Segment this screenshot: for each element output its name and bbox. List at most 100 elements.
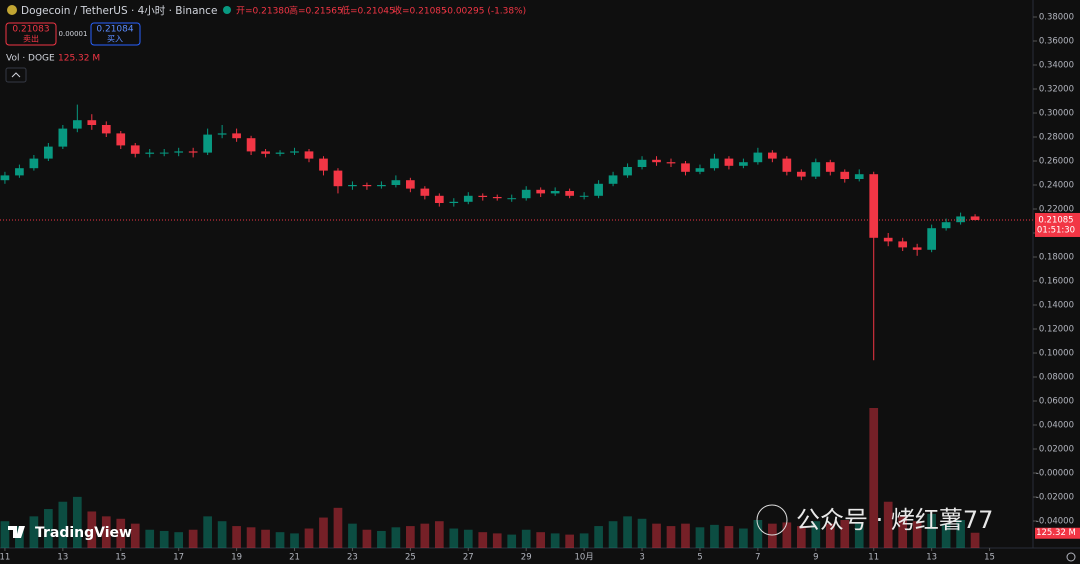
candle-body xyxy=(478,195,488,197)
y-tick-label: -0.02000 xyxy=(1036,493,1074,503)
volume-bar xyxy=(72,496,82,548)
high-value: 高=0.21565 xyxy=(289,5,343,17)
y-tick-label: -0.00000 xyxy=(1036,469,1074,479)
volume-bar xyxy=(608,521,618,548)
last-price-label: 0.21085 xyxy=(1038,215,1073,225)
volume-bar xyxy=(565,534,574,548)
sell-button[interactable] xyxy=(5,22,57,46)
x-tick-label: 11 xyxy=(0,553,10,563)
volume-bar xyxy=(44,509,53,548)
volume-bar xyxy=(348,523,357,548)
volume-bar xyxy=(449,528,459,548)
volume-bar xyxy=(319,517,328,548)
candle-body xyxy=(956,216,965,223)
candle-body xyxy=(970,216,980,220)
volume-bar xyxy=(970,532,980,548)
volume-bar xyxy=(174,532,184,548)
volume-bar xyxy=(261,529,270,548)
volume-bar xyxy=(739,528,748,548)
volume-label: Vol · DOGE xyxy=(6,54,55,64)
candle-body xyxy=(854,174,864,179)
candle-body xyxy=(188,151,198,153)
x-tick-label: 13 xyxy=(926,553,937,563)
y-tick-label: 0.24000 xyxy=(1039,181,1074,191)
volume-bar xyxy=(304,528,314,548)
candle-body xyxy=(608,175,618,184)
volume-bar xyxy=(478,532,488,548)
candle-body xyxy=(449,201,459,203)
candle-body xyxy=(377,185,386,187)
candle-body xyxy=(290,151,299,153)
sell-label: 卖出 xyxy=(23,34,39,44)
tv-brand: TradingView xyxy=(35,525,132,541)
candle-body xyxy=(261,151,270,154)
candle-body xyxy=(348,185,357,187)
candle-body xyxy=(912,247,922,250)
sell-price: 0.21083 xyxy=(12,25,49,35)
candle-body xyxy=(507,198,517,200)
volume-bar xyxy=(29,516,39,548)
candle-body xyxy=(275,152,285,154)
volume-bar xyxy=(811,521,821,548)
settings-icon[interactable] xyxy=(1066,552,1076,562)
volume-bar xyxy=(854,522,864,548)
volume-bar xyxy=(681,523,690,548)
volume-bar xyxy=(188,529,198,548)
candle-body xyxy=(0,175,10,181)
candle-body xyxy=(594,183,603,196)
x-tick-label: 15 xyxy=(115,553,126,563)
last-volume-label: 125.32 M xyxy=(1036,528,1076,538)
x-tick-label: 7 xyxy=(755,553,760,563)
y-tick-label: 0.16000 xyxy=(1039,277,1074,287)
x-tick-label: 9 xyxy=(813,553,818,563)
candle-body xyxy=(15,168,24,176)
volume-bar xyxy=(87,511,97,548)
last-price-box xyxy=(1035,212,1080,237)
tv-logo xyxy=(8,526,25,538)
open-value: 开=0.21380 xyxy=(236,6,290,17)
x-tick-label: 27 xyxy=(463,553,474,563)
candle-body xyxy=(550,191,560,194)
candle-body xyxy=(159,152,169,154)
y-tick-label: 0.08000 xyxy=(1039,373,1074,383)
volume-bar xyxy=(927,513,936,548)
volume-bar xyxy=(753,520,763,548)
candle-body xyxy=(44,146,53,159)
volume-bar xyxy=(652,523,661,548)
volume-bar xyxy=(796,526,806,548)
candle-body xyxy=(796,171,806,177)
candle-body xyxy=(434,195,444,203)
y-tick-label: 0.32000 xyxy=(1039,85,1074,95)
volume-bar xyxy=(434,521,444,548)
volume-bar xyxy=(956,520,965,548)
buy-button[interactable] xyxy=(90,22,141,46)
candle-body xyxy=(521,189,531,199)
y-tick-label: 0.22000 xyxy=(1039,205,1074,215)
volume-bar xyxy=(217,521,227,548)
candle-body xyxy=(145,152,155,154)
volume-bar xyxy=(406,526,415,548)
y-tick-label: 0.06000 xyxy=(1039,397,1074,407)
spread: 0.00001 xyxy=(59,30,88,38)
x-tick-label: 17 xyxy=(173,553,184,563)
candle-body xyxy=(782,158,792,172)
volume-bar xyxy=(507,534,517,548)
collapse-button[interactable] xyxy=(5,67,27,83)
low-value: 低=0.21045 xyxy=(341,5,395,17)
x-tick-label: 11 xyxy=(868,553,879,563)
candle-body xyxy=(333,170,343,187)
volume-bar xyxy=(130,523,140,548)
candle-body xyxy=(637,159,647,167)
candle-body xyxy=(72,120,82,129)
candle-body xyxy=(58,128,68,147)
volume-bar xyxy=(724,526,734,548)
candle-body xyxy=(536,189,546,194)
volume-value: 125.32 M xyxy=(58,54,100,64)
candle-body xyxy=(883,237,893,242)
candle-body xyxy=(710,158,719,169)
volume-bar xyxy=(391,527,401,548)
volume-bar xyxy=(898,516,908,548)
y-tick-label: 0.14000 xyxy=(1039,301,1074,311)
candle-body xyxy=(492,197,502,199)
candle-body xyxy=(130,145,140,154)
